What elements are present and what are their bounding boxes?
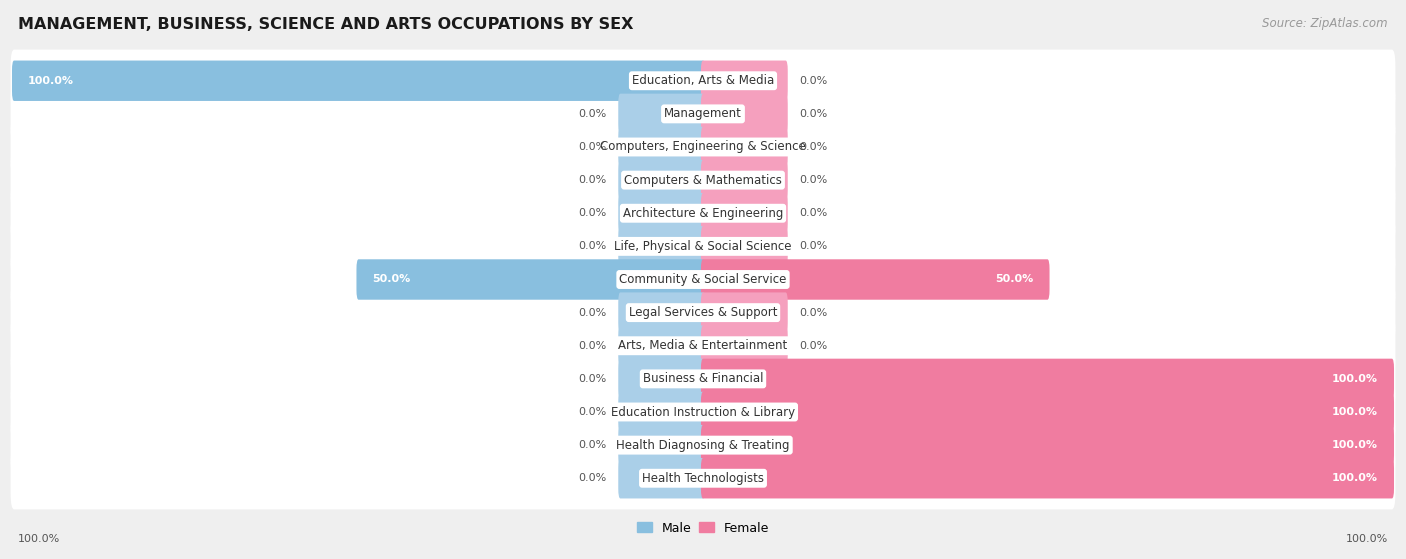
FancyBboxPatch shape [11,348,1395,410]
Legend: Male, Female: Male, Female [634,519,772,537]
Text: Business & Financial: Business & Financial [643,372,763,385]
Text: 0.0%: 0.0% [578,241,606,252]
Text: 50.0%: 50.0% [373,274,411,285]
FancyBboxPatch shape [619,127,704,167]
Text: 0.0%: 0.0% [578,175,606,185]
FancyBboxPatch shape [702,60,787,101]
Text: 0.0%: 0.0% [578,407,606,417]
FancyBboxPatch shape [11,414,1395,476]
Text: Architecture & Engineering: Architecture & Engineering [623,207,783,220]
FancyBboxPatch shape [11,381,1395,443]
FancyBboxPatch shape [11,215,1395,277]
Text: Health Diagnosing & Treating: Health Diagnosing & Treating [616,439,790,452]
Text: 0.0%: 0.0% [578,374,606,384]
Text: Education, Arts & Media: Education, Arts & Media [631,74,775,87]
FancyBboxPatch shape [13,60,704,101]
FancyBboxPatch shape [11,282,1395,344]
Text: 100.0%: 100.0% [1331,407,1378,417]
Text: 0.0%: 0.0% [800,142,828,152]
FancyBboxPatch shape [11,447,1395,509]
Text: 100.0%: 100.0% [1331,440,1378,450]
FancyBboxPatch shape [702,94,787,134]
Text: Arts, Media & Entertainment: Arts, Media & Entertainment [619,339,787,352]
Text: 0.0%: 0.0% [578,307,606,318]
FancyBboxPatch shape [702,292,787,333]
Text: 0.0%: 0.0% [578,209,606,218]
Text: 0.0%: 0.0% [578,440,606,450]
FancyBboxPatch shape [11,182,1395,244]
FancyBboxPatch shape [619,425,704,465]
FancyBboxPatch shape [619,392,704,432]
Text: 100.0%: 100.0% [1331,374,1378,384]
Text: Life, Physical & Social Science: Life, Physical & Social Science [614,240,792,253]
Text: 100.0%: 100.0% [1346,534,1388,544]
FancyBboxPatch shape [702,127,787,167]
FancyBboxPatch shape [702,359,1393,399]
Text: Health Technologists: Health Technologists [643,472,763,485]
Text: 0.0%: 0.0% [578,341,606,350]
FancyBboxPatch shape [11,83,1395,145]
FancyBboxPatch shape [702,193,787,234]
FancyBboxPatch shape [357,259,704,300]
Text: 100.0%: 100.0% [1331,473,1378,484]
FancyBboxPatch shape [11,315,1395,377]
Text: Education Instruction & Library: Education Instruction & Library [612,405,794,419]
FancyBboxPatch shape [619,94,704,134]
FancyBboxPatch shape [619,160,704,200]
FancyBboxPatch shape [702,425,1393,465]
FancyBboxPatch shape [11,116,1395,178]
FancyBboxPatch shape [702,325,787,366]
Text: 50.0%: 50.0% [995,274,1033,285]
Text: MANAGEMENT, BUSINESS, SCIENCE AND ARTS OCCUPATIONS BY SEX: MANAGEMENT, BUSINESS, SCIENCE AND ARTS O… [18,17,634,32]
FancyBboxPatch shape [11,149,1395,211]
Text: 0.0%: 0.0% [578,473,606,484]
Text: 100.0%: 100.0% [28,75,75,86]
FancyBboxPatch shape [11,50,1395,112]
FancyBboxPatch shape [619,325,704,366]
Text: Legal Services & Support: Legal Services & Support [628,306,778,319]
FancyBboxPatch shape [702,226,787,267]
FancyBboxPatch shape [619,226,704,267]
Text: Computers, Engineering & Science: Computers, Engineering & Science [600,140,806,154]
Text: 100.0%: 100.0% [18,534,60,544]
FancyBboxPatch shape [702,160,787,200]
Text: 0.0%: 0.0% [800,75,828,86]
Text: 0.0%: 0.0% [800,109,828,119]
FancyBboxPatch shape [11,248,1395,311]
FancyBboxPatch shape [702,458,1393,499]
Text: 0.0%: 0.0% [800,241,828,252]
Text: 0.0%: 0.0% [800,209,828,218]
Text: Source: ZipAtlas.com: Source: ZipAtlas.com [1263,17,1388,30]
FancyBboxPatch shape [702,259,1049,300]
FancyBboxPatch shape [619,193,704,234]
Text: Management: Management [664,107,742,120]
FancyBboxPatch shape [702,392,1393,432]
Text: Community & Social Service: Community & Social Service [619,273,787,286]
Text: 0.0%: 0.0% [800,175,828,185]
Text: 0.0%: 0.0% [578,109,606,119]
Text: 0.0%: 0.0% [800,341,828,350]
FancyBboxPatch shape [619,458,704,499]
Text: 0.0%: 0.0% [800,307,828,318]
Text: 0.0%: 0.0% [578,142,606,152]
FancyBboxPatch shape [619,292,704,333]
Text: Computers & Mathematics: Computers & Mathematics [624,174,782,187]
FancyBboxPatch shape [619,359,704,399]
